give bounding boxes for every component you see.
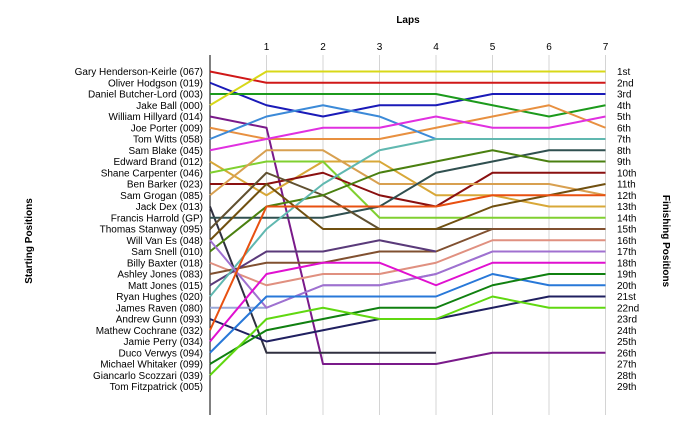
series-line	[209, 273, 606, 365]
finishing-position-label: 9th	[617, 157, 631, 168]
series-line	[209, 183, 606, 241]
series-line	[209, 273, 606, 354]
x-tick-label: 7	[603, 42, 609, 53]
starting-position-label: Sam Blake (045)	[129, 146, 203, 157]
finishing-position-label: 11th	[617, 180, 636, 191]
finishing-position-label: 25th	[617, 337, 636, 348]
series-line	[209, 70, 606, 107]
starting-position-label: Jake Ball (000)	[136, 101, 203, 112]
series-line	[209, 149, 606, 253]
finishing-position-label: 7th	[617, 135, 631, 146]
label-layer: 1 2 3 4 5 6 7 Gary Henderson-Keirle (067)Oliver…	[75, 42, 640, 393]
x-axis-title: Laps	[396, 15, 420, 26]
finishing-position-label: 20th	[617, 281, 636, 292]
finishing-position-label: 3rd	[617, 90, 631, 101]
finishing-position-label: 1st	[617, 67, 631, 78]
x-tick-label: 6	[546, 42, 552, 53]
starting-position-label: Ben Barker (023)	[127, 180, 203, 191]
series-line	[209, 239, 606, 287]
grid-lines	[209, 55, 606, 415]
finishing-position-label: 23rd	[617, 315, 637, 326]
x-tick-label: 5	[490, 42, 496, 53]
series-line	[209, 149, 606, 197]
series-layer	[209, 70, 606, 376]
starting-position-label: Andrew Gunn (093)	[116, 315, 203, 326]
finishing-position-label: 6th	[617, 123, 631, 134]
x-tick-label: 4	[433, 42, 439, 53]
series-line	[210, 171, 606, 208]
y-axis-title-left: Starting Positions	[24, 198, 35, 284]
starting-position-label: Ryan Hughes (020)	[116, 292, 203, 303]
series-line	[209, 228, 606, 275]
starting-position-label: Matt Jones (015)	[128, 281, 203, 292]
series-line	[209, 239, 437, 287]
starting-position-label: Thomas Stanway (095)	[100, 225, 203, 236]
series-line	[210, 93, 606, 118]
starting-position-label: Will Van Es (048)	[126, 236, 203, 247]
series-line	[209, 295, 606, 376]
starting-position-label: Daniel Butcher-Lord (003)	[88, 90, 203, 101]
starting-position-label: Joe Porter (009)	[131, 123, 203, 134]
starting-position-label: James Raven (080)	[116, 303, 203, 314]
starting-position-label: Francis Harrold (GP)	[111, 213, 203, 224]
starting-position-label: Tom Witts (058)	[133, 135, 203, 146]
finishing-position-label: 17th	[617, 247, 636, 258]
starting-position-label: Edward Brand (012)	[114, 157, 204, 168]
series-line	[209, 160, 606, 219]
starting-position-label: Jack Dex (013)	[136, 202, 203, 213]
finishing-position-label: 14th	[617, 213, 636, 224]
series-line	[209, 239, 606, 309]
finishing-position-label: 21st	[617, 292, 636, 303]
series-line	[209, 104, 606, 140]
starting-position-label: Tom Fitzpatrick (005)	[110, 382, 203, 393]
series-line	[209, 160, 606, 208]
finishing-position-label: 28th	[617, 371, 636, 382]
starting-position-label: Gary Henderson-Keirle (067)	[75, 67, 203, 78]
series-line	[209, 138, 606, 298]
starting-position-label: Jamie Perry (034)	[124, 337, 203, 348]
starting-position-label: Sam Snell (010)	[131, 247, 203, 258]
series-line	[209, 70, 606, 84]
starting-position-label: Shane Carpenter (046)	[101, 168, 203, 179]
starting-position-label: Duco Verwys (094)	[119, 348, 203, 359]
series-line	[209, 194, 606, 331]
x-tick-label: 1	[264, 42, 270, 53]
series-line	[209, 261, 606, 343]
finishing-position-label: 24th	[617, 326, 636, 337]
starting-position-label: Billy Baxter (018)	[127, 258, 203, 269]
finishing-position-label: 22nd	[617, 303, 639, 314]
series-line	[209, 81, 606, 118]
finishing-position-label: 5th	[617, 112, 631, 123]
series-line	[209, 206, 436, 354]
finishing-position-label: 27th	[617, 360, 636, 371]
finishing-position-label: 29th	[617, 382, 636, 393]
y-axis-title-right: Finishing Positions	[660, 195, 671, 288]
starting-position-label: Mathew Cochrane (032)	[96, 326, 203, 337]
series-line	[209, 115, 606, 365]
finishing-position-label: 13th	[617, 202, 636, 213]
starting-position-label: Sam Grogan (085)	[120, 191, 203, 202]
x-tick-label: 2	[320, 42, 326, 53]
finishing-position-label: 4th	[617, 101, 631, 112]
series-line	[210, 149, 606, 219]
starting-position-label: Oliver Hodgson (019)	[108, 78, 203, 89]
finishing-position-label: 12th	[617, 191, 636, 202]
starting-position-label: Giancarlo Scozzari (039)	[93, 371, 203, 382]
starting-position-label: Ashley Jones (083)	[117, 270, 203, 281]
finishing-position-label: 26th	[617, 348, 636, 359]
starting-position-label: William Hillyard (014)	[109, 112, 203, 123]
starting-position-label: Michael Whitaker (099)	[100, 360, 203, 371]
x-tick-label: 3	[377, 42, 383, 53]
finishing-position-label: 18th	[617, 258, 636, 269]
finishing-position-label: 8th	[617, 146, 631, 157]
finishing-position-label: 19th	[617, 270, 636, 281]
series-line	[209, 115, 606, 152]
finishing-position-label: 10th	[617, 168, 636, 179]
finishing-position-label: 15th	[617, 225, 636, 236]
finishing-position-label: 16th	[617, 236, 636, 247]
finishing-position-label: 2nd	[617, 78, 634, 89]
